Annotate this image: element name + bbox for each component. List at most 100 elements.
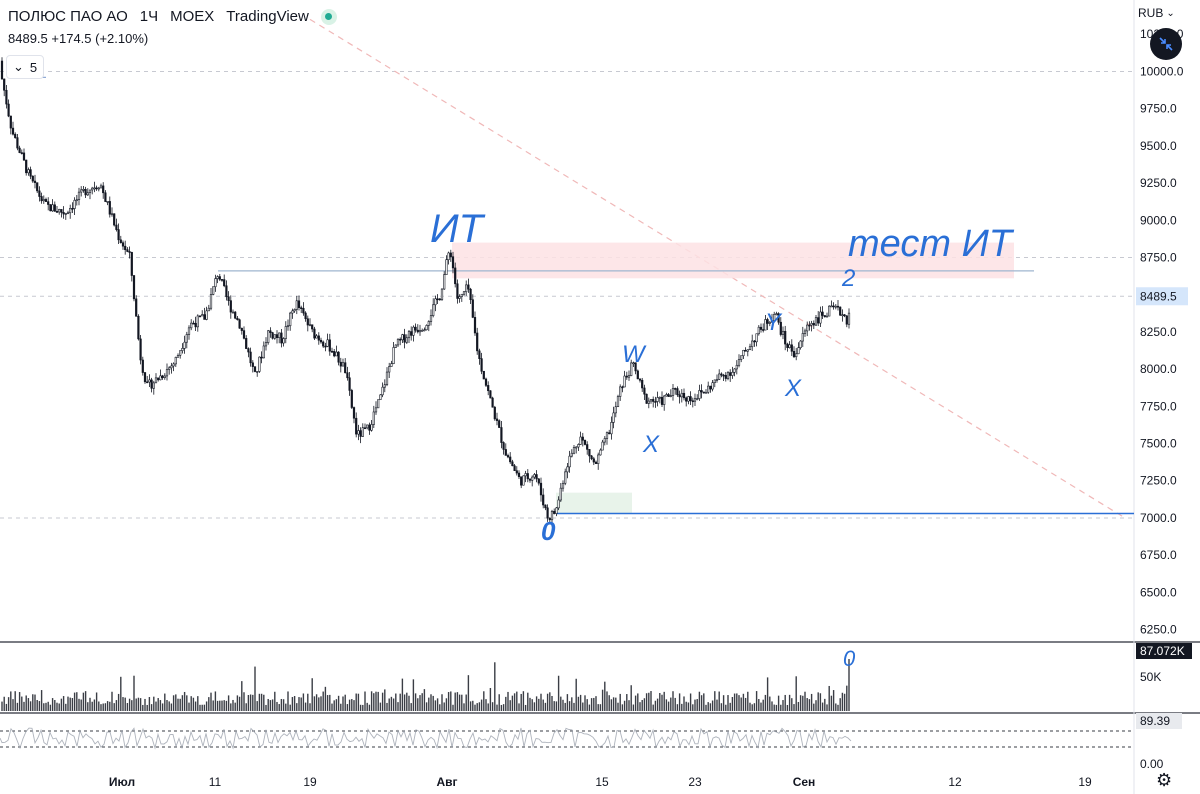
candle-body: [207, 307, 210, 312]
candle-body: [322, 341, 325, 347]
volume-bar: [782, 700, 784, 711]
candle-body: [425, 325, 428, 331]
volume-bar: [725, 704, 727, 711]
candle-body: [649, 399, 653, 402]
volume-bar: [111, 691, 113, 711]
candle-body: [495, 418, 499, 421]
volume-bar: [597, 704, 599, 711]
candle-body: [377, 399, 380, 409]
candle-body: [229, 300, 232, 313]
volume-bar: [326, 695, 329, 711]
volume-bar: [73, 692, 76, 711]
candle-body: [744, 349, 747, 352]
candle-body: [636, 370, 639, 380]
candle-body: [451, 256, 455, 269]
collapse-button[interactable]: [1150, 28, 1182, 60]
candle-body: [29, 169, 32, 177]
volume-bar: [315, 694, 318, 711]
candle-body: [205, 310, 208, 320]
volume-bar: [643, 698, 646, 711]
candle-body: [737, 359, 741, 366]
settings-gear-icon[interactable]: ⚙: [1156, 770, 1173, 790]
volume-bar: [390, 696, 393, 711]
candle-body: [696, 398, 699, 400]
candle-body: [75, 199, 78, 201]
candle-body: [487, 385, 490, 392]
candle-body: [295, 300, 298, 310]
candle-body: [456, 283, 459, 299]
volume-bar: [813, 703, 815, 711]
candle-body: [341, 362, 345, 367]
currency-selector[interactable]: RUB ⌄: [1138, 6, 1175, 20]
candle-body: [271, 332, 274, 339]
symbol-name[interactable]: ПОЛЮС ПАО АО: [8, 8, 128, 25]
indicators-toggle-button[interactable]: ⌄ 5: [6, 55, 45, 79]
candle-body: [88, 189, 92, 194]
volume-bar: [665, 699, 668, 711]
volume-bar: [27, 698, 30, 711]
candle-body: [161, 375, 164, 378]
candle-body: [339, 361, 342, 367]
volume-bar: [269, 700, 272, 711]
volume-bar: [733, 693, 736, 711]
volume-bar: [509, 700, 511, 711]
volume-bar: [436, 698, 439, 711]
volume-bar: [769, 696, 771, 711]
volume-bar: [469, 701, 472, 711]
resistance-zone[interactable]: [452, 242, 1014, 279]
volume-bar: [18, 692, 21, 711]
candle-body: [137, 315, 140, 340]
volume-bar: [549, 692, 551, 711]
volume-bar: [601, 689, 604, 711]
candle-body: [115, 224, 118, 230]
candle-body: [775, 313, 778, 315]
volume-bar: [87, 702, 89, 711]
volume-bar: [485, 699, 487, 711]
volume-bar: [128, 698, 131, 711]
volume-bar: [282, 699, 285, 711]
candle-body: [654, 401, 657, 403]
volume-bar: [29, 701, 32, 711]
candle-body: [269, 330, 272, 333]
candle-body: [592, 458, 595, 463]
support-zone[interactable]: [556, 492, 632, 514]
candle-body: [713, 379, 716, 383]
candle-body: [146, 381, 149, 384]
volume-bar: [540, 693, 542, 711]
candle-body: [768, 322, 771, 324]
volume-bar: [452, 704, 454, 711]
volume-value-tag: [1136, 643, 1192, 659]
volume-bar: [826, 704, 828, 711]
volume-bar: [494, 662, 496, 711]
candle-body: [583, 439, 587, 445]
volume-bar: [736, 693, 738, 711]
volume-bar: [258, 693, 261, 711]
volume-bar: [795, 676, 797, 711]
volume-bar: [313, 696, 316, 711]
candle-body: [572, 447, 576, 454]
candle-body: [524, 473, 527, 477]
volume-bar: [241, 681, 243, 711]
volume-bar: [560, 696, 562, 711]
candle-body: [548, 517, 551, 521]
price-tick-label: 7750.0: [1140, 399, 1177, 413]
price-tick-label: 9500.0: [1140, 139, 1177, 153]
volume-bar: [773, 704, 775, 711]
volume-bar: [353, 700, 355, 711]
candle-body: [795, 353, 798, 358]
volume-bar: [417, 698, 419, 711]
collapse-arrows-icon: [1159, 37, 1173, 51]
candle-body: [165, 369, 169, 377]
candle-body: [702, 391, 705, 394]
candle-body: [555, 507, 558, 514]
time-tick-label: Авг: [436, 775, 457, 789]
volume-bar: [274, 691, 276, 711]
interval-label[interactable]: 1Ч: [139, 8, 159, 25]
price-summary: 8489.5 +174.5 (+2.10%): [8, 31, 148, 46]
candle-body: [669, 395, 672, 397]
candle-body: [20, 152, 23, 154]
candle-body: [172, 363, 175, 367]
candle-body: [407, 331, 411, 339]
volume-bar: [700, 695, 703, 711]
